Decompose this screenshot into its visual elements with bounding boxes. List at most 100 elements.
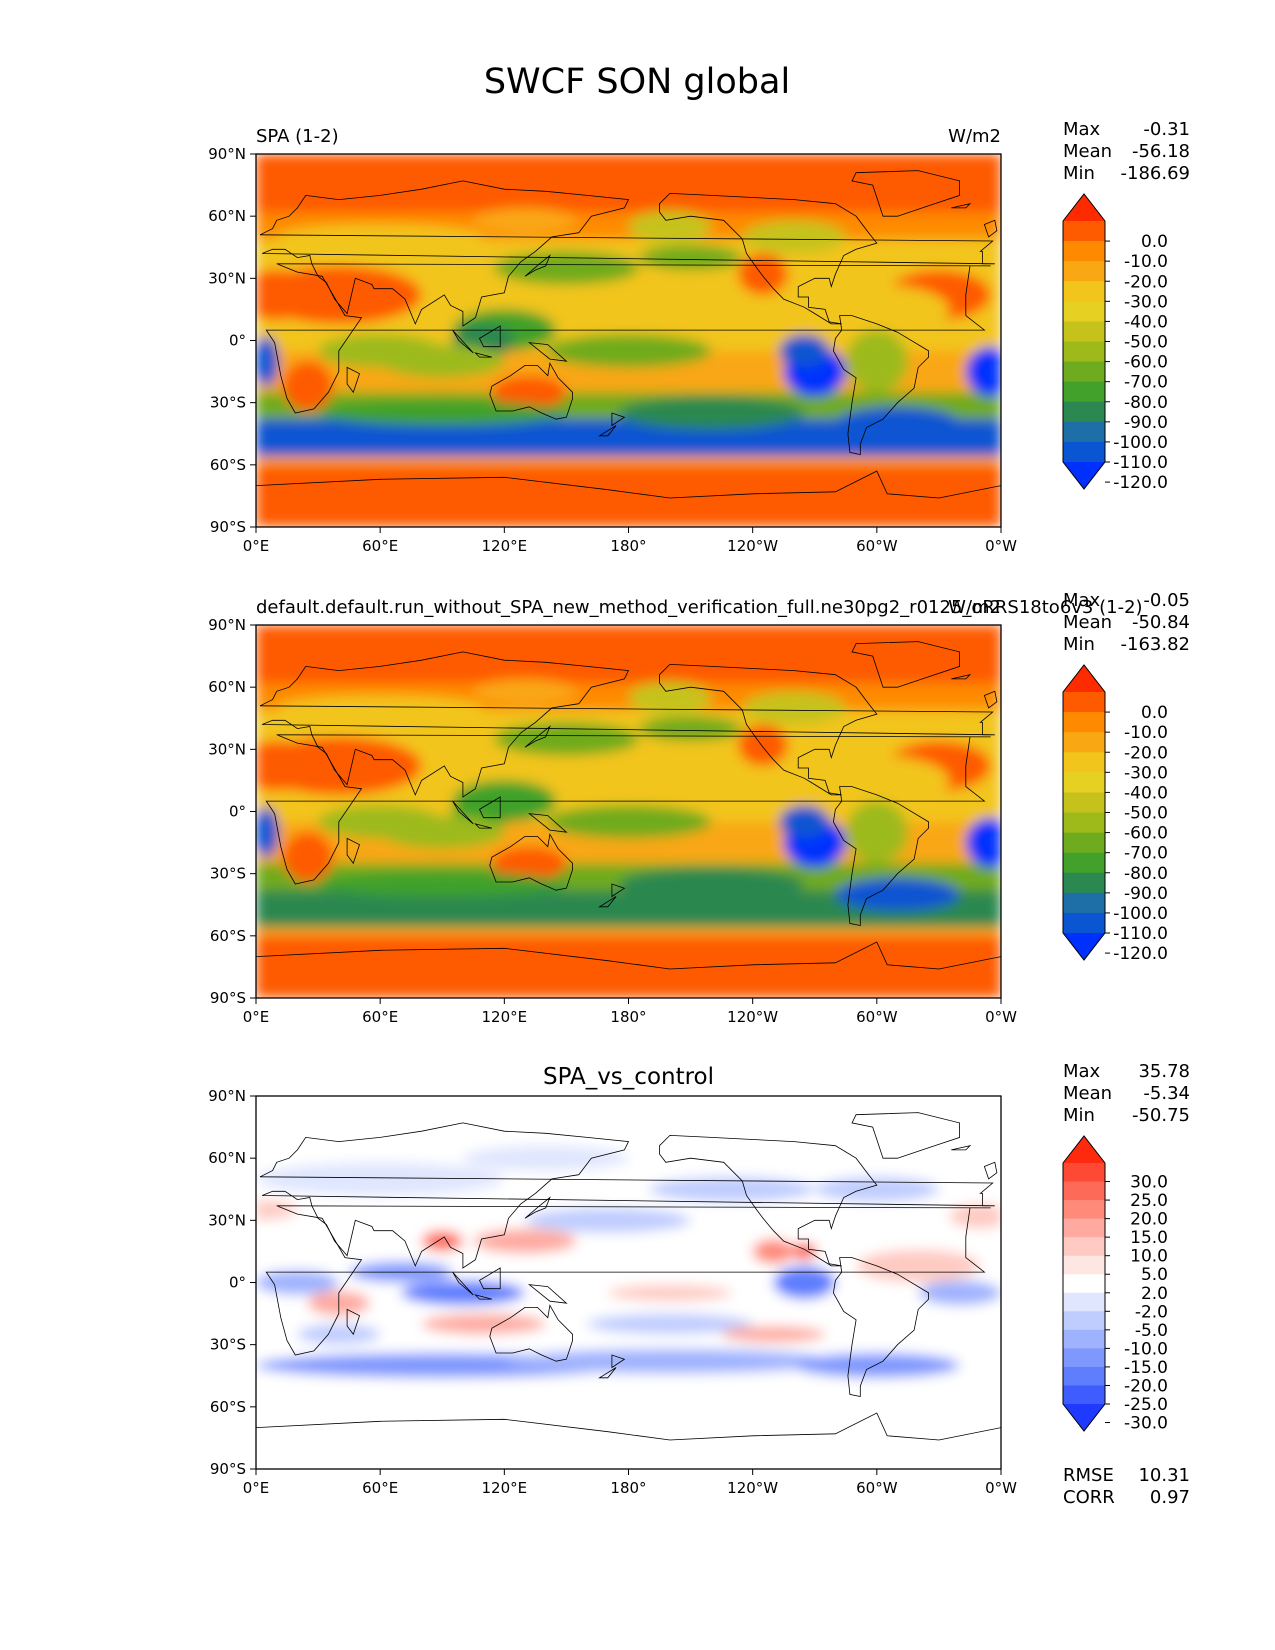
- y-tick-label: 30°N: [208, 1211, 246, 1229]
- panel-title-left: default.default.run_without_SPA_new_meth…: [256, 597, 1143, 618]
- colorbar-tick-label: -40.0: [1124, 783, 1168, 803]
- panels: 0°E 60°E 120°E 180° 120°W 60°W 0°W 90°N 60°N 30°N…: [208, 119, 1190, 1508]
- coastline: [524, 254, 551, 277]
- colorbar-extend-bottom: [1063, 462, 1105, 489]
- field-blob: [949, 1203, 1001, 1229]
- field-blob: [965, 346, 1001, 397]
- field-blob: [649, 1176, 815, 1202]
- colorbar-tick-label: -10.0: [1124, 252, 1168, 272]
- y-tick-label: 30°N: [208, 269, 246, 287]
- coastline: [983, 1161, 998, 1180]
- field-blob: [276, 695, 484, 721]
- field-blob: [628, 680, 712, 715]
- field-blob: [752, 1238, 795, 1264]
- colorbar-tick-label: 25.0: [1130, 1191, 1168, 1211]
- colorbar-segment: [1063, 321, 1105, 342]
- y-tick-label: 0°: [229, 803, 246, 821]
- lat-band: [256, 927, 1001, 936]
- coastline: [983, 219, 998, 238]
- field-blob: [256, 1199, 298, 1221]
- coastline: [478, 796, 501, 819]
- extra-stat-label: CORR: [1063, 1487, 1115, 1508]
- coastline: [951, 1145, 972, 1151]
- coastline: [478, 1267, 501, 1290]
- field-blob: [618, 396, 805, 430]
- field-blob: [738, 253, 788, 295]
- colorbar-tick-label: -70.0: [1124, 844, 1168, 864]
- stat-label: Max: [1063, 590, 1101, 611]
- coastline: [527, 1284, 568, 1304]
- colorbar-tick-label: -90.0: [1124, 884, 1168, 904]
- colorbar-tick-label: 10.0: [1130, 1247, 1168, 1267]
- colorbar-tick-label: 2.0: [1141, 1284, 1168, 1304]
- coastline: [611, 412, 626, 427]
- stat-value: -0.31: [1143, 119, 1190, 140]
- lat-band: [256, 456, 1001, 465]
- field-layer: [256, 1096, 1001, 1469]
- lat-band: [256, 464, 1001, 527]
- coastline: [489, 362, 573, 420]
- field-blob: [791, 1243, 817, 1260]
- coastline: [598, 896, 617, 908]
- x-tick-label: 60°W: [856, 537, 898, 555]
- x-tick-label: 180°: [610, 1479, 646, 1497]
- x-tick-label: 0°E: [243, 537, 270, 555]
- colorbar-segment: [1063, 221, 1105, 242]
- field-blob: [473, 1228, 577, 1254]
- field-blob: [282, 832, 333, 882]
- coastline: [452, 1271, 474, 1296]
- coastline: [527, 342, 568, 362]
- x-tick-label: 0°E: [243, 1008, 270, 1026]
- field-blob: [493, 251, 639, 285]
- colorbar-segment: [1063, 341, 1105, 363]
- x-tick-label: 120°E: [482, 1008, 528, 1026]
- y-tick-label: 90°N: [208, 1087, 246, 1105]
- colorbar-segment: [1063, 1311, 1105, 1331]
- coastline: [265, 263, 991, 414]
- panel-units: W/m2: [948, 597, 1001, 618]
- colorbar-tick-label: 30.0: [1130, 1173, 1168, 1193]
- colorbar-segment: [1063, 692, 1105, 713]
- colorbar-segment: [1063, 872, 1105, 894]
- field-blob: [473, 678, 577, 704]
- x-tick-label: 0°E: [243, 1479, 270, 1497]
- x-tick-label: 0°W: [985, 537, 1017, 555]
- x-tick-label: 0°W: [985, 1479, 1017, 1497]
- lat-band: [256, 154, 1001, 213]
- x-tick-label: 180°: [610, 1008, 646, 1026]
- coastline: [832, 786, 929, 926]
- y-tick-label: 0°: [229, 332, 246, 350]
- y-tick-label: 60°N: [208, 1149, 246, 1167]
- panel-test: 0°E 60°E 120°E 180° 120°W 60°W 0°W 90°N 60°N 30°N…: [208, 119, 1190, 555]
- colorbar-tick-label: -30.0: [1124, 1414, 1168, 1434]
- coastline: [256, 941, 1001, 998]
- colorbar-segment: [1063, 1366, 1105, 1386]
- colorbar-tick-label: -30.0: [1124, 763, 1168, 783]
- stat-label: Max: [1063, 1061, 1101, 1082]
- field-blob: [618, 867, 805, 901]
- y-tick-label: 0°: [229, 1274, 246, 1292]
- colorbar-tick-label: 15.0: [1130, 1228, 1168, 1248]
- field-blob: [256, 1162, 505, 1196]
- coastline: [527, 813, 568, 833]
- coastline: [259, 1122, 995, 1269]
- stat-label: Mean: [1063, 612, 1112, 633]
- colorbar-tick-label: -2.0: [1135, 1302, 1168, 1322]
- stat-value: 35.78: [1138, 1061, 1190, 1082]
- colorbar-tick-label: -60.0: [1124, 353, 1168, 373]
- y-tick-label: 90°S: [210, 1460, 246, 1478]
- colorbar-tick-label: -120.0: [1113, 473, 1168, 493]
- colorbar-tick-label: -120.0: [1113, 944, 1168, 964]
- y-tick-label: 90°N: [208, 145, 246, 163]
- stat-label: Mean: [1063, 141, 1112, 162]
- stat-value: -50.75: [1132, 1105, 1190, 1126]
- stat-label: Min: [1063, 1105, 1095, 1126]
- colorbar-tick-label: -110.0: [1113, 924, 1168, 944]
- field-blob: [473, 207, 577, 233]
- colorbar-segment: [1063, 1181, 1105, 1201]
- panel-title-center: SPA_vs_control: [543, 1064, 714, 1090]
- coastline: [265, 1205, 991, 1356]
- colorbar-segment: [1063, 852, 1105, 874]
- colorbar-segment: [1063, 1292, 1105, 1312]
- colorbar-tick-label: -50.0: [1124, 333, 1168, 353]
